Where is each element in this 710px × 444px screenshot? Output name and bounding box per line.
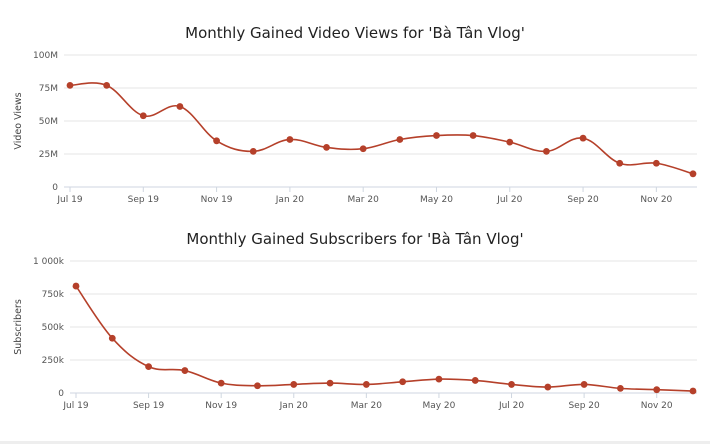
gridlines [64,54,697,188]
x-tick-label: May 20 [420,195,453,205]
x-tick-label: Jan 20 [279,401,308,411]
data-point [176,103,184,110]
video-views-chart: Monthly Gained Video Views for 'Bà Tân V… [13,24,697,205]
chart-title: Monthly Gained Video Views for 'Bà Tân V… [185,24,525,42]
data-point [217,379,225,387]
data-point [213,137,220,145]
data-point [580,381,588,388]
data-point [326,379,334,387]
data-point [396,136,404,143]
data-point [290,381,298,388]
data-points [66,81,697,178]
data-point [249,147,257,155]
x-tick-label: Nov 20 [641,401,673,411]
chart-title: Monthly Gained Subscribers for 'Bà Tân V… [186,230,523,248]
y-tick-labels: 0 25M 50M 75M 100M [33,51,58,193]
data-point [145,363,152,370]
data-point [689,170,697,178]
data-points [72,282,697,395]
y-axis-label: Subscribers [13,299,24,355]
x-tick-label: Sep 19 [133,401,165,411]
data-point [435,375,443,383]
data-point [359,145,367,153]
x-tick-label: Jul 19 [56,195,82,205]
x-tick-label: Sep 20 [568,401,600,411]
x-tick-label: Nov 20 [640,195,672,205]
data-point [103,81,111,89]
x-tick-label: Jul 19 [62,401,88,411]
data-point [653,386,661,394]
y-tick-label: 25M [39,150,58,160]
subscribers-chart: Monthly Gained Subscribers for 'Bà Tân V… [13,230,697,411]
y-tick-label: 750k [42,290,65,300]
data-point [544,383,552,391]
data-point [616,159,624,167]
data-point [471,377,479,384]
data-point [323,144,330,151]
x-tick-labels: Jul 19 Sep 19 Nov 19 Jan 20 Mar 20 May 20 Jul … [56,187,673,205]
y-tick-label: 0 [58,389,64,399]
data-point [72,282,80,290]
x-tick-label: Sep 20 [567,195,599,205]
x-tick-label: Jul 20 [498,401,524,411]
data-point [362,381,370,388]
data-point [66,81,74,89]
x-tick-labels: Jul 19 Sep 19 Nov 19 Jan 20 Mar 20 May 20 Jul … [62,393,673,411]
data-point [506,138,514,146]
x-tick-label: Jan 20 [275,195,304,205]
data-point [617,384,624,392]
y-tick-labels: 0 250k 500k 750k 1 000k [33,257,65,399]
data-point [108,334,116,342]
data-point [652,159,660,167]
series-line [69,82,694,175]
x-tick-label: Nov 19 [205,401,237,411]
data-point [433,132,440,139]
data-point [508,381,515,388]
x-tick-label: Nov 19 [201,195,233,205]
data-point [543,147,550,155]
data-point [469,132,477,139]
series-line [75,285,694,392]
y-tick-label: 250k [42,356,65,366]
y-tick-label: 0 [52,183,58,193]
y-tick-label: 500k [42,323,65,333]
x-tick-label: May 20 [422,401,455,411]
x-tick-label: Mar 20 [351,401,383,411]
page-bottom-border [0,441,710,444]
data-point [689,387,697,395]
x-tick-label: Mar 20 [348,195,380,205]
data-point [181,367,189,374]
gridlines [70,260,697,394]
data-point [139,112,147,120]
y-axis-label: Video Views [13,92,24,149]
data-point [254,382,261,390]
x-tick-label: Jul 20 [496,195,522,205]
x-tick-label: Sep 19 [128,195,160,205]
data-point [579,134,587,142]
y-tick-label: 50M [39,117,58,127]
y-tick-label: 100M [33,51,58,61]
data-point [286,136,294,143]
y-tick-label: 75M [39,84,58,94]
data-point [399,378,407,386]
y-tick-label: 1 000k [33,257,65,267]
